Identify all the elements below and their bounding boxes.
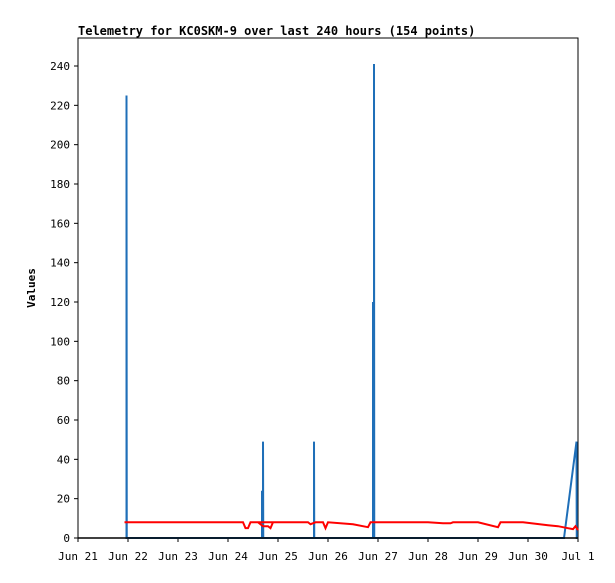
x-tick-label: Jun 24 — [208, 550, 248, 563]
x-tick-label: Jun 28 — [408, 550, 448, 563]
x-axis: Jun 21 Jun 22 Jun 23 Jun 24 Jun 25 Jun 26 Jun … — [58, 538, 595, 563]
x-tick-label: Jun 26 — [308, 550, 348, 563]
y-tick-label: 60 — [57, 414, 70, 427]
x-tick-label: Jun 30 — [508, 550, 548, 563]
x-tick-label: Jun 23 — [158, 550, 198, 563]
series-group — [78, 64, 579, 539]
x-tick-label: Jun 25 — [258, 550, 298, 563]
chart-title: Telemetry for KC0SKM-9 over last 240 hou… — [78, 24, 475, 38]
x-tick-label: Jun 21 — [58, 550, 98, 563]
plot-frame — [77, 37, 579, 539]
y-tick-label: 160 — [50, 217, 70, 230]
y-tick-label: 0 — [63, 532, 70, 545]
y-axis-label: Values — [25, 268, 38, 308]
x-tick-label: Jul 1 — [561, 550, 594, 563]
y-tick-label: 220 — [50, 99, 70, 112]
y-tick-label: 20 — [57, 493, 70, 506]
y-axis: 0 20 40 60 80 100 120 140 160 180 200 220 240 — [50, 60, 78, 545]
y-tick-label: 100 — [50, 335, 70, 348]
y-tick-label: 140 — [50, 257, 70, 270]
y-tick-label: 180 — [50, 178, 70, 191]
x-tick-label: Jun 22 — [108, 550, 148, 563]
y-tick-label: 200 — [50, 139, 70, 152]
y-tick-label: 120 — [50, 296, 70, 309]
x-tick-label: Jun 27 — [358, 550, 398, 563]
y-tick-label: 240 — [50, 60, 70, 73]
y-tick-label: 80 — [57, 375, 70, 388]
series-line-2 — [124, 521, 579, 531]
x-tick-label: Jun 29 — [458, 550, 498, 563]
y-tick-label: 40 — [57, 453, 70, 466]
